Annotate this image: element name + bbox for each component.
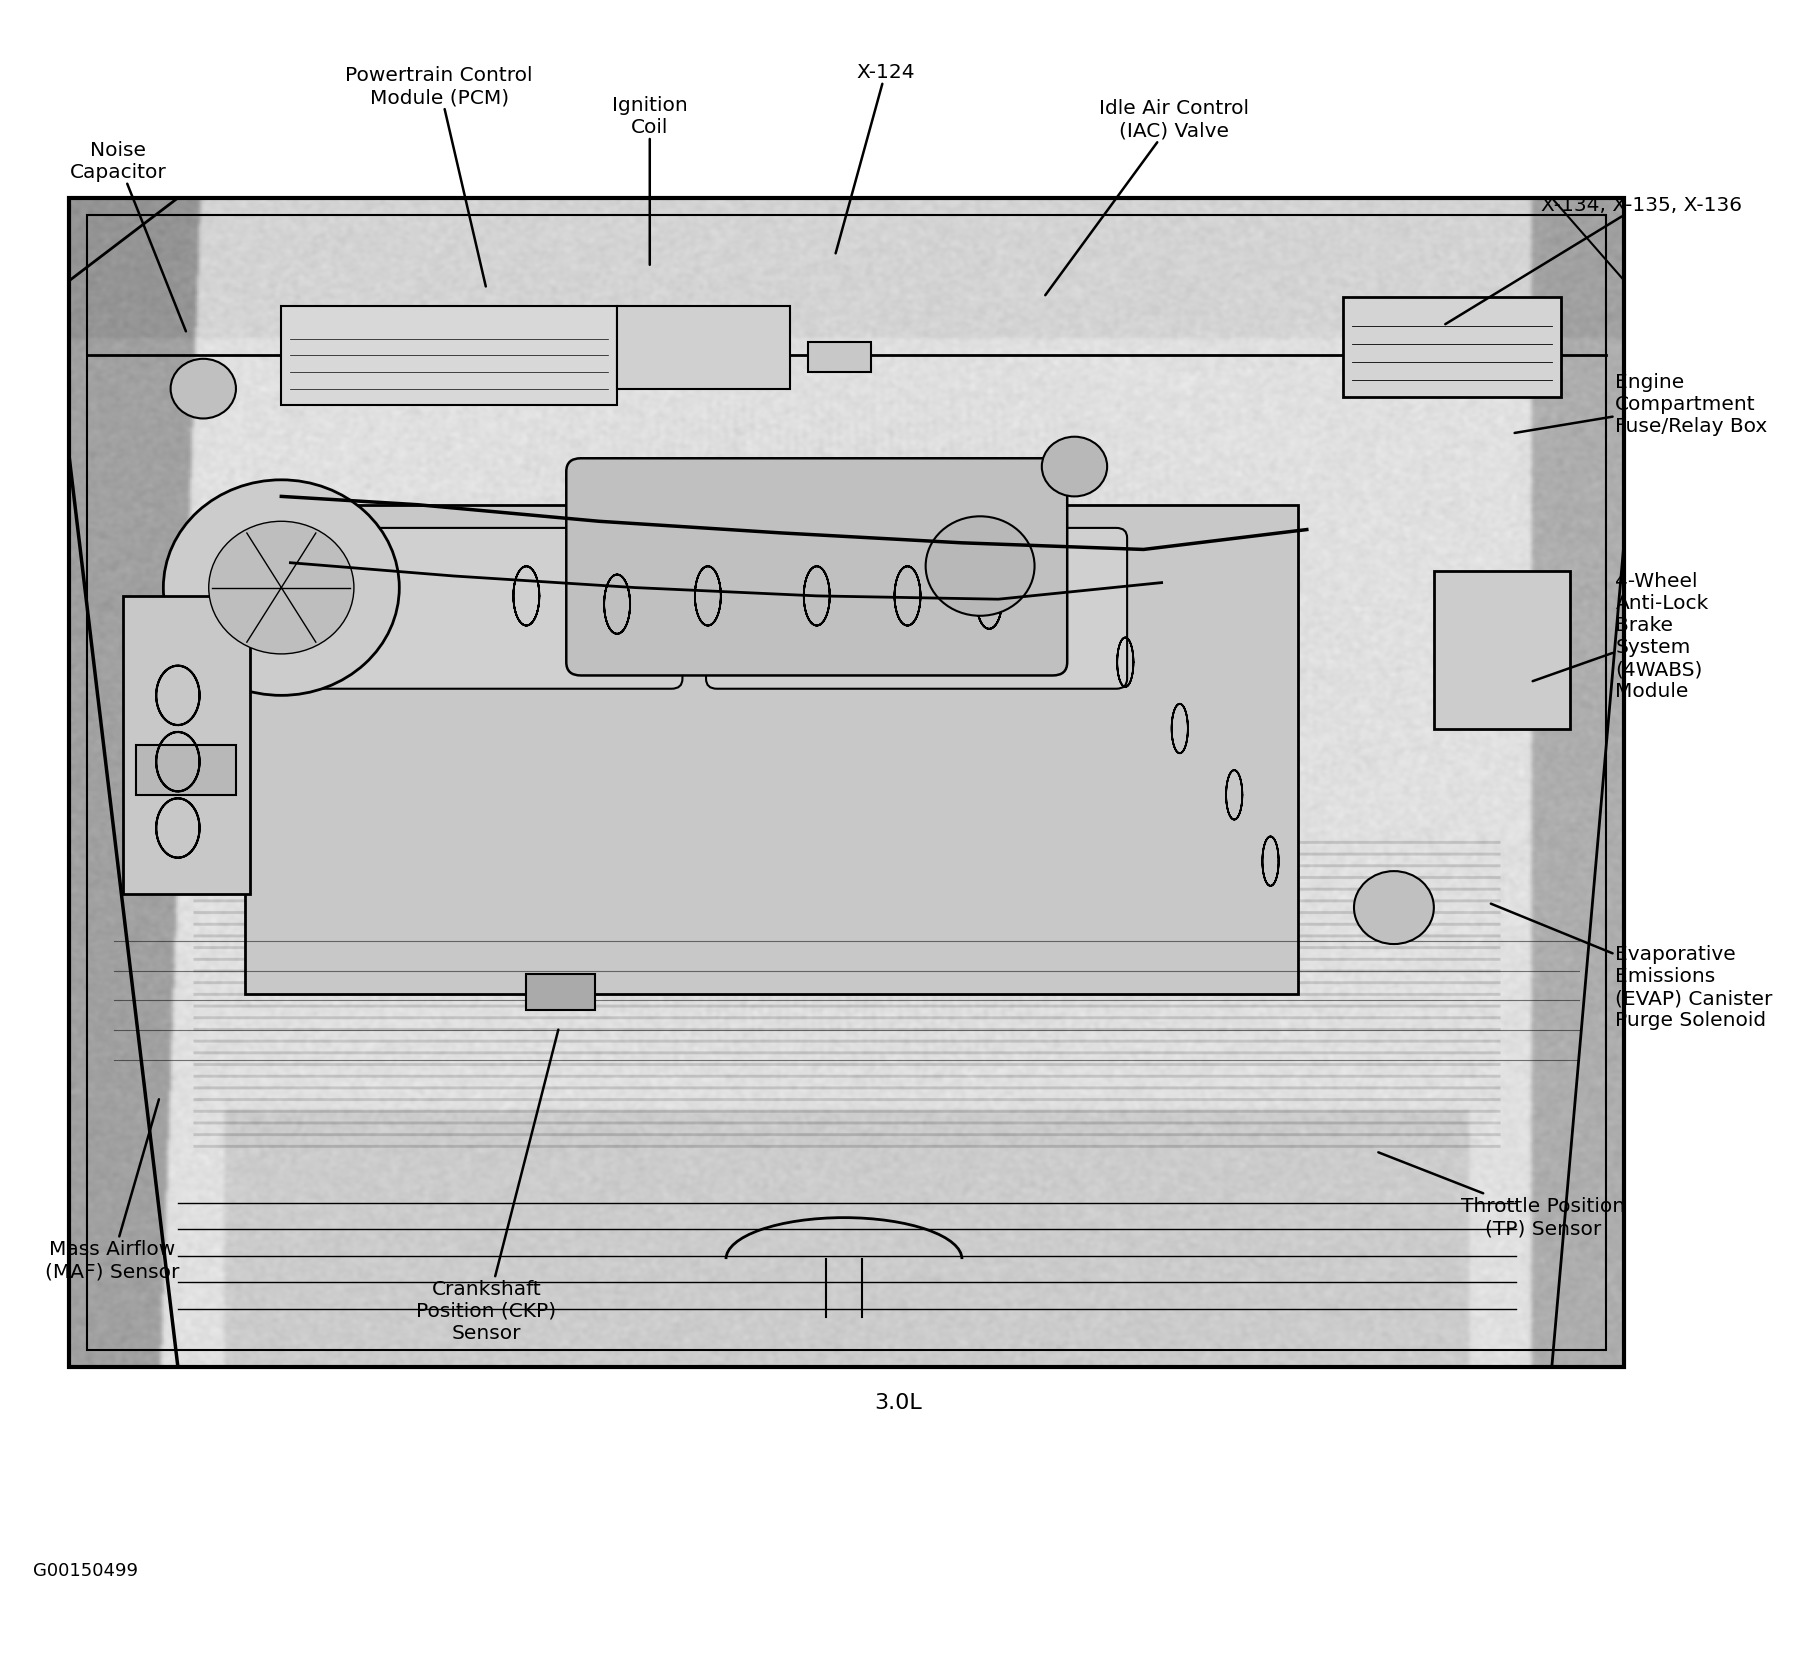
Text: Idle Air Control
(IAC) Valve: Idle Air Control (IAC) Valve [1045,99,1248,297]
Circle shape [1041,437,1107,497]
Text: X-134, X-135, X-136: X-134, X-135, X-136 [1444,196,1741,325]
Text: Evaporative
Emissions
(EVAP) Canister
Purge Solenoid: Evaporative Emissions (EVAP) Canister Pu… [1489,905,1772,1029]
Text: 4-Wheel
Anti-Lock
Brake
System
(4WABS)
Module: 4-Wheel Anti-Lock Brake System (4WABS) M… [1531,572,1707,701]
Circle shape [925,517,1034,616]
Text: Engine
Compartment
Fuse/Relay Box: Engine Compartment Fuse/Relay Box [1515,373,1767,436]
Bar [87,215,1605,1350]
Bar [245,505,1297,994]
Text: Powertrain Control
Module (PCM): Powertrain Control Module (PCM) [345,66,533,287]
Circle shape [209,522,354,655]
FancyBboxPatch shape [243,529,682,689]
FancyBboxPatch shape [706,529,1126,689]
Text: Throttle Position
(TP) Sensor: Throttle Position (TP) Sensor [1377,1153,1624,1238]
Text: Noise
Capacitor: Noise Capacitor [69,141,185,331]
Bar [281,307,617,406]
Circle shape [163,481,399,696]
Text: X-124: X-124 [834,63,914,254]
Bar [1433,572,1569,729]
Bar [136,746,236,795]
Bar [69,199,1624,1367]
Bar [807,343,871,373]
Text: Mass Airflow
(MAF) Sensor: Mass Airflow (MAF) Sensor [45,1100,180,1281]
Bar [123,597,250,895]
Text: 3.0L: 3.0L [874,1392,922,1412]
Circle shape [1353,872,1433,944]
Text: Crankshaft
Position (CKP)
Sensor: Crankshaft Position (CKP) Sensor [415,1031,559,1342]
Bar [617,307,789,389]
Text: G00150499: G00150499 [33,1561,138,1579]
Bar [526,974,595,1011]
Text: Ignition
Coil: Ignition Coil [611,96,688,265]
FancyBboxPatch shape [566,459,1067,676]
Bar [1342,298,1560,398]
Circle shape [171,360,236,419]
